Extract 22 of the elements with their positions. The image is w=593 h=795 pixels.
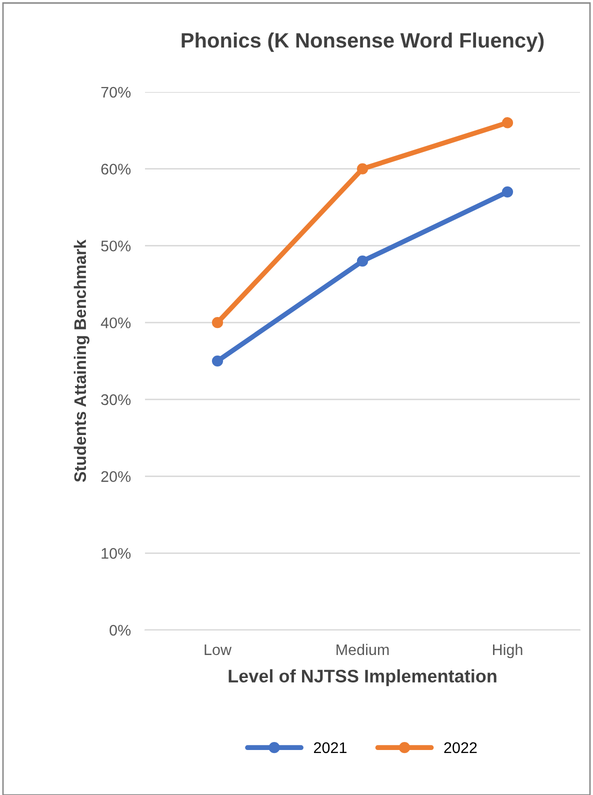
y-axis-title: Students Attaining Benchmark	[74, 240, 90, 482]
y-tick-label: 60%	[101, 164, 131, 175]
x-tick-label: Low	[204, 644, 232, 656]
point	[212, 317, 224, 328]
point	[502, 117, 514, 128]
point	[212, 355, 224, 367]
y-tick-label: 30%	[101, 394, 131, 406]
chart-title: Phonics (K Nonsense Word Fluency)	[182, 32, 544, 52]
y-tick-label: 70%	[101, 86, 131, 98]
y-tick-label: 40%	[100, 317, 131, 328]
x-axis-title: Level of NJTSS Implementation	[228, 669, 496, 686]
y-tick-label: 10%	[102, 548, 131, 559]
legend-label: 2022	[444, 742, 477, 754]
legend-label: 2021	[314, 742, 346, 754]
x-tick-label: High	[493, 644, 522, 658]
y-tick-label: 20%	[101, 471, 131, 482]
point	[502, 186, 514, 198]
point	[356, 163, 368, 174]
y-tick-label: 0%	[110, 624, 131, 636]
y-tick-label: 50%	[101, 240, 131, 252]
x-tick-label: Medium	[336, 644, 389, 656]
point	[356, 256, 368, 267]
